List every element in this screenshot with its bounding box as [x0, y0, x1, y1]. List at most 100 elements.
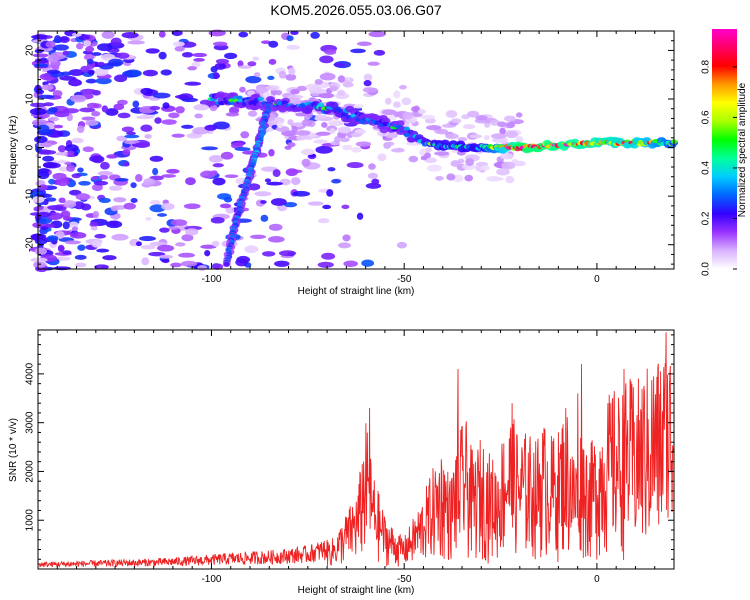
heatmap-cell [346, 161, 364, 169]
heatmap-cell [322, 204, 332, 210]
heatmap-cell [140, 87, 153, 95]
heatmap-cell [42, 155, 55, 162]
heatmap-cell [116, 52, 130, 59]
heatmap-cell [446, 173, 456, 181]
heatmap-cell [408, 155, 419, 163]
heatmap-cell [156, 244, 175, 252]
heatmap-cell [367, 61, 380, 66]
heatmap-cell [72, 226, 79, 232]
heatmap-cell [158, 254, 173, 259]
heatmap-cell [426, 164, 443, 172]
snr-ytick-label: 1000 [25, 509, 36, 532]
heatmap-cell [152, 167, 159, 176]
heatmap-cell [116, 135, 128, 142]
heatmap-cell [411, 106, 420, 113]
heatmap-cell [480, 165, 491, 171]
heatmap-cell [310, 31, 320, 39]
heatmap-cell [467, 110, 480, 118]
heatmap-cell [225, 206, 235, 214]
heatmap-cell [148, 251, 166, 257]
heatmap-cell [236, 95, 243, 100]
heatmap-cell [55, 256, 71, 261]
heatmap-cell [75, 193, 91, 201]
heatmap-cell [76, 125, 85, 133]
heatmap-cell [356, 41, 372, 47]
heatmap-cell [181, 97, 199, 103]
heatmap-cell [68, 69, 85, 77]
heatmap-cell [351, 146, 362, 153]
heatmap-cell [301, 119, 313, 127]
heatmap-cell [108, 185, 123, 191]
heatmap-cell [230, 142, 244, 149]
heatmap-cell [58, 159, 67, 164]
heatmap-cell [377, 153, 387, 162]
heatmap-cell [180, 260, 198, 267]
heatmap-cell [362, 87, 378, 93]
heatmap-cell [91, 176, 99, 180]
heatmap-cell [95, 77, 112, 85]
heatmap-cell [464, 174, 473, 182]
heatmap-cell [403, 126, 411, 132]
heatmap-cell [206, 99, 216, 107]
heatmap-cell [204, 124, 217, 131]
heatmap-cell [225, 112, 240, 117]
heatmap-cell [247, 110, 258, 117]
heatmap-cell [240, 131, 250, 139]
heatmap-cell [350, 48, 366, 54]
heatmap-cell [224, 52, 238, 60]
heatmap-cell [161, 119, 177, 125]
heatmap-cell [174, 46, 185, 52]
heatmap-cell [211, 240, 220, 247]
heatmap-cell [174, 94, 190, 99]
heatmap-cell [80, 65, 90, 73]
heatmap-cell [152, 92, 171, 99]
spectrogram-ytick-label: 10 [25, 93, 36, 105]
heatmap-cell [501, 161, 516, 170]
snr-ytick-label: 3000 [25, 411, 36, 434]
heatmap-cell [100, 161, 110, 170]
heatmap-cell [34, 135, 48, 144]
heatmap-cell [496, 168, 510, 176]
heatmap-cell [181, 51, 194, 58]
heatmap-cell [402, 111, 414, 120]
heatmap-cell [145, 48, 160, 54]
snr-xtick-label: 0 [594, 574, 600, 585]
heatmap-cell [149, 105, 161, 111]
heatmap-cell [210, 216, 225, 224]
heatmap-cell [445, 133, 459, 140]
heatmap-cell [161, 259, 170, 263]
heatmap-cell [321, 121, 328, 128]
heatmap-cell [110, 205, 119, 212]
heatmap-cell [315, 131, 331, 136]
heatmap-cell [272, 169, 281, 178]
heatmap-cell [75, 262, 87, 268]
heatmap-cell [110, 37, 122, 46]
spectrogram-xtick-label: -50 [397, 274, 412, 285]
heatmap-cell [62, 50, 69, 56]
heatmap-cell [450, 118, 462, 124]
heatmap-cell [252, 56, 260, 61]
heatmap-cell [91, 240, 102, 248]
heatmap-cell [89, 221, 99, 228]
heatmap-cell [32, 118, 48, 127]
heatmap-cell [425, 124, 442, 131]
heatmap-cell [166, 168, 180, 174]
heatmap-cell [278, 70, 287, 79]
heatmap-cell [220, 151, 234, 160]
heatmap-cell [67, 150, 75, 157]
heatmap-cell [175, 106, 185, 114]
snr-ytick-label: 2000 [25, 460, 36, 483]
heatmap-cell [142, 69, 158, 77]
heatmap-cell [140, 124, 153, 132]
heatmap-cell [160, 69, 172, 76]
heatmap-cell [265, 85, 280, 91]
heatmap-cell [32, 53, 49, 58]
heatmap-cell [158, 51, 167, 60]
heatmap-cell [83, 40, 92, 47]
heatmap-cell [139, 236, 156, 242]
heatmap-cell [64, 144, 79, 152]
colorbar: 0.0 0.2 0.4 0.6 0.8 Normalized spectral ampl… [701, 29, 748, 276]
heatmap-cell [268, 40, 279, 48]
heatmap-cell [328, 120, 345, 127]
heatmap-cell [114, 177, 129, 182]
